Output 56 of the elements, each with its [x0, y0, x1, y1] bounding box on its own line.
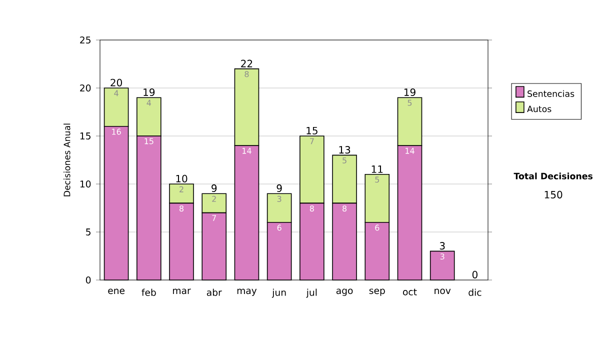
data-label: 5	[342, 157, 346, 164]
data-label: 7	[212, 215, 216, 221]
data-label: 8	[342, 205, 347, 212]
data-label: 3	[440, 253, 444, 260]
total-label: 15	[306, 126, 318, 134]
x-tick-label: feb	[142, 288, 156, 296]
x-tick-label: sep	[369, 288, 385, 296]
legend-label: Autos	[527, 106, 552, 112]
x-tick-label: jul	[306, 288, 317, 298]
total-label: 9	[212, 184, 217, 192]
total-label: 20	[110, 78, 122, 86]
x-tick-label: oct	[403, 288, 417, 296]
x-tick-label: mar	[173, 288, 191, 294]
data-label: 14	[242, 148, 252, 154]
data-label: 8	[180, 205, 184, 212]
total-label: 3	[440, 242, 445, 250]
data-label: 15	[144, 138, 154, 144]
y-tick-label: 0	[86, 276, 91, 284]
total-label: 10	[176, 174, 188, 182]
data-label: 3	[277, 196, 282, 202]
data-label: 2	[180, 186, 184, 192]
y-axis-title: Decisiones Anual	[64, 124, 70, 196]
data-label: 8	[244, 71, 249, 78]
x-tick-label: jun	[272, 288, 286, 298]
text: Total Decisiones	[514, 172, 593, 180]
y-tick-label: 20	[80, 84, 91, 92]
x-tick-label: abr	[206, 288, 222, 296]
data-label: 16	[112, 128, 121, 135]
x-tick-label: ene	[108, 288, 125, 294]
data-label: 5	[375, 176, 379, 183]
y-tick-label: 10	[80, 180, 91, 188]
total-label: 9	[276, 184, 282, 192]
x-tick-label: may	[237, 288, 257, 296]
total-label: 0	[472, 270, 478, 278]
data-label: 6	[277, 224, 282, 231]
data-label: 2	[212, 196, 216, 202]
total-label: 11	[372, 166, 383, 173]
text: 150	[544, 190, 562, 198]
total-label: 22	[241, 60, 252, 68]
legend-label: Sentencias	[528, 90, 574, 97]
data-label: 4	[146, 100, 152, 106]
data-label: 5	[408, 100, 412, 106]
y-tick-label: 5	[86, 228, 90, 236]
total-label: 19	[404, 88, 416, 96]
data-label: 4	[114, 90, 118, 96]
total-label: 13	[339, 146, 350, 154]
data-label: 14	[406, 148, 414, 154]
data-label: 7	[310, 138, 314, 144]
data-label: 8	[310, 205, 314, 212]
x-tick-label: nov	[434, 288, 451, 294]
y-tick-label: 25	[80, 36, 90, 44]
x-tick-label: ago	[336, 288, 353, 296]
data-label: 6	[375, 224, 380, 231]
x-tick-label: dic	[468, 288, 482, 296]
total-label: 19	[144, 88, 155, 96]
y-tick-label: 15	[80, 132, 90, 140]
